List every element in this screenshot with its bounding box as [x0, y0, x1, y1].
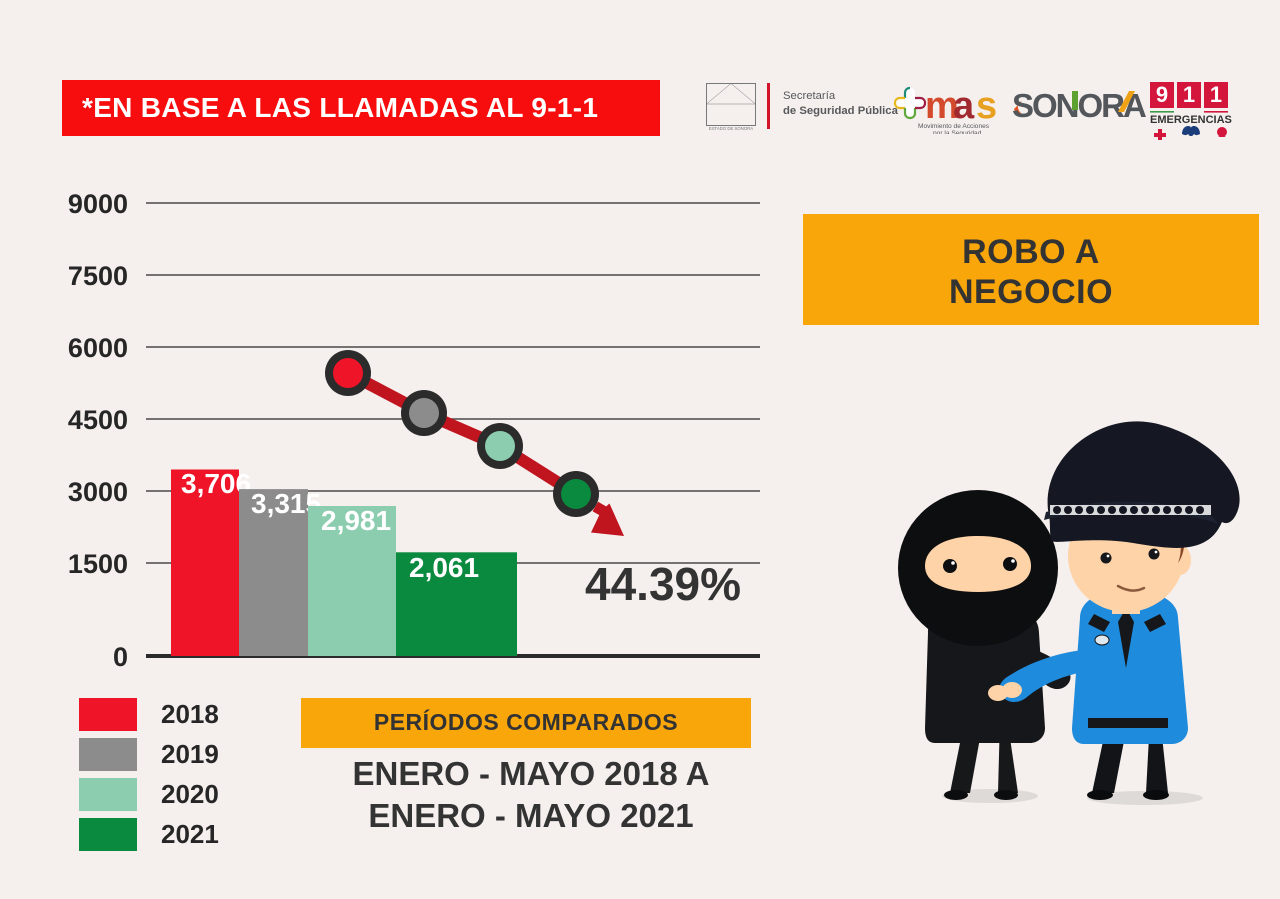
svg-text:44.39%: 44.39%	[585, 558, 741, 610]
svg-text:1: 1	[1183, 82, 1195, 107]
svg-text:1500: 1500	[68, 549, 128, 579]
svg-text:2,061: 2,061	[409, 552, 479, 583]
svg-text:por la Seguridad: por la Seguridad	[933, 130, 982, 134]
svg-text:Movimiento de Acciones: Movimiento de Acciones	[918, 123, 990, 130]
svg-text:7500: 7500	[68, 261, 128, 291]
svg-text:a: a	[953, 85, 975, 127]
svg-text:9000: 9000	[68, 189, 128, 219]
svg-text:EMERGENCIAS: EMERGENCIAS	[1150, 114, 1232, 126]
svg-text:2,981: 2,981	[321, 505, 391, 536]
svg-text:0: 0	[113, 642, 128, 672]
svg-text:4500: 4500	[68, 405, 128, 435]
svg-text:6000: 6000	[68, 333, 128, 363]
svg-text:s: s	[976, 85, 997, 127]
svg-text:9: 9	[1156, 82, 1168, 107]
svg-text:3000: 3000	[68, 477, 128, 507]
svg-text:1: 1	[1210, 82, 1222, 107]
